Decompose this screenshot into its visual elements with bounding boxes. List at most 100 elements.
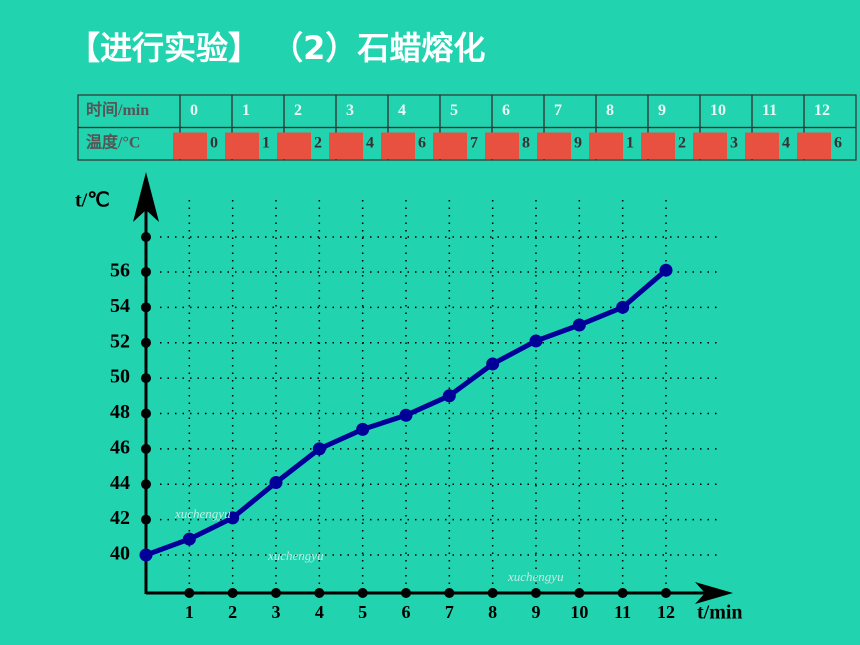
y-tick-mark xyxy=(141,373,151,384)
cover-box xyxy=(745,132,779,159)
data-point xyxy=(616,300,630,314)
cell-text: 0 xyxy=(190,102,198,119)
data-point xyxy=(269,475,283,489)
y-tick-label: 44 xyxy=(110,472,130,494)
x-tick-mark xyxy=(574,588,585,598)
y-tick-mark xyxy=(141,443,151,454)
cover-box xyxy=(225,132,259,159)
x-tick-mark xyxy=(357,588,368,598)
cell-text: 6 xyxy=(502,102,510,119)
x-axis-label: t/min xyxy=(697,602,743,624)
x-tick-label: 1 xyxy=(185,602,194,622)
cell-text: 3 xyxy=(346,102,354,119)
cover-box xyxy=(329,132,363,159)
y-tick-mark xyxy=(141,266,151,277)
cell-text: 7 xyxy=(470,134,478,151)
y-axis-arrow xyxy=(133,172,159,222)
y-axis-label: t/℃ xyxy=(75,190,110,212)
x-tick-mark xyxy=(227,588,238,598)
x-tick-mark xyxy=(184,588,195,598)
cell-text: 1 xyxy=(262,134,270,151)
cover-box xyxy=(693,132,727,159)
cell-text: 9 xyxy=(658,102,666,119)
y-tick-mark xyxy=(141,408,151,419)
cell-text: 7 xyxy=(554,102,562,119)
cell-text: 1 xyxy=(242,102,250,119)
y-tick-label: 52 xyxy=(110,330,130,352)
data-point xyxy=(182,532,196,546)
y-tick-label: 42 xyxy=(110,507,130,529)
cell-text: 5 xyxy=(450,102,458,119)
cell-text: 0 xyxy=(210,134,218,151)
cover-box xyxy=(433,132,467,159)
y-tick-label: 54 xyxy=(110,295,130,317)
x-tick-mark xyxy=(401,588,411,598)
y-tick-mark xyxy=(141,479,151,490)
x-tick-label: 9 xyxy=(532,602,541,622)
cell-text: 12 xyxy=(814,102,830,119)
cell-text: 4 xyxy=(398,102,406,119)
data-point xyxy=(356,422,370,436)
cell-text: 2 xyxy=(314,134,322,151)
y-tick-mark xyxy=(141,337,151,348)
cover-box xyxy=(589,132,623,159)
x-tick-mark xyxy=(487,588,498,598)
data-point xyxy=(399,408,413,422)
x-tick-mark xyxy=(531,588,541,598)
data-point xyxy=(486,357,500,371)
row-header: 时间/min xyxy=(86,100,149,119)
x-axis-arrow xyxy=(695,582,733,604)
y-tick-label: 48 xyxy=(110,401,130,423)
x-tick-label: 5 xyxy=(358,602,367,622)
data-point xyxy=(529,334,543,348)
x-tick-label: 2 xyxy=(228,602,237,622)
cover-box xyxy=(173,132,207,159)
y-tick-label: 50 xyxy=(110,366,130,388)
x-tick-mark xyxy=(661,588,671,598)
y-tick-mark xyxy=(141,302,151,313)
cell-text: 8 xyxy=(522,134,530,151)
cell-text: 10 xyxy=(710,102,726,119)
cell-text: 6 xyxy=(418,134,426,151)
cover-box xyxy=(797,132,831,159)
x-tick-label: 10 xyxy=(570,602,588,622)
row-header: 温度/°C xyxy=(85,132,140,151)
cell-text: 9 xyxy=(574,134,582,151)
cell-text: 4 xyxy=(366,134,374,151)
cell-text: 8 xyxy=(606,102,614,119)
data-point xyxy=(572,318,586,332)
x-tick-label: 7 xyxy=(445,602,454,622)
cover-box xyxy=(485,132,519,159)
x-tick-label: 11 xyxy=(614,602,631,622)
data-point xyxy=(139,548,153,562)
cell-text: 2 xyxy=(678,134,686,151)
x-tick-label: 4 xyxy=(315,602,324,622)
cell-text: 11 xyxy=(762,102,777,119)
y-tick-label: 46 xyxy=(110,436,130,458)
slide-title: 【进行实验】 （2）石蜡熔化 xyxy=(68,29,485,67)
data-point xyxy=(442,389,456,403)
watermark: xuchengyu xyxy=(174,506,231,521)
cover-box xyxy=(381,132,415,159)
data-point xyxy=(312,442,326,456)
watermark: xuchengyu xyxy=(267,548,324,563)
x-tick-label: 6 xyxy=(402,602,411,622)
x-tick-label: 8 xyxy=(488,602,497,622)
data-point xyxy=(659,263,673,277)
x-tick-mark xyxy=(444,588,455,598)
cell-text: 2 xyxy=(294,102,302,119)
cell-text: 1 xyxy=(626,134,634,151)
cover-box xyxy=(537,132,571,159)
cell-text: 6 xyxy=(834,134,842,151)
x-tick-mark xyxy=(617,588,628,598)
cover-box xyxy=(277,132,311,159)
cell-text: 4 xyxy=(782,134,790,151)
data-point xyxy=(226,511,240,525)
x-tick-label: 12 xyxy=(657,602,675,622)
cover-box xyxy=(641,132,675,159)
x-tick-mark xyxy=(271,588,281,598)
cell-text: 3 xyxy=(730,134,738,151)
axis-dot xyxy=(141,232,151,242)
